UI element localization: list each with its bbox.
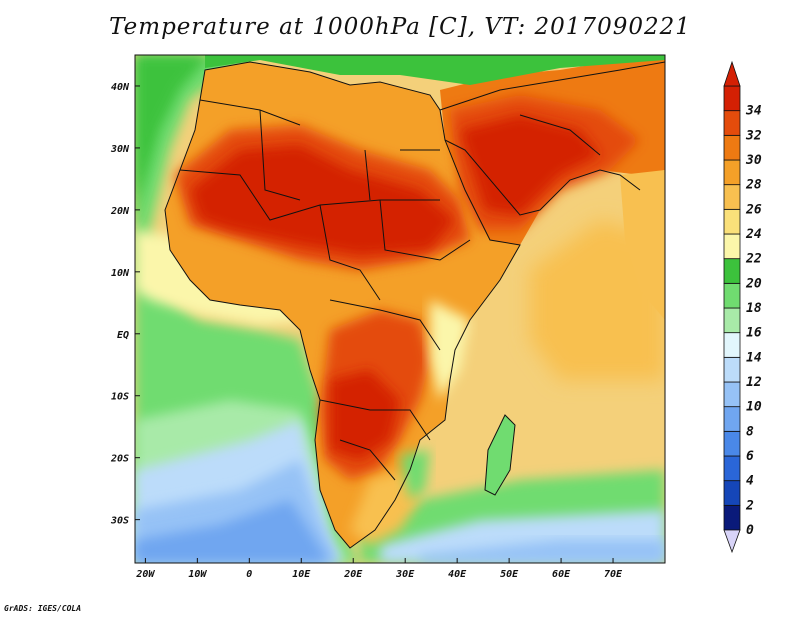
colorbar-label: 0 xyxy=(746,523,754,538)
colorbar-label: 18 xyxy=(746,301,762,316)
colorbar-swatch xyxy=(723,455,741,482)
lat-tick-label: 10N xyxy=(111,268,130,279)
colorbar-label: 30 xyxy=(745,153,762,168)
lon-tick-label: 40E xyxy=(448,569,467,580)
lon-tick-label: 10W xyxy=(188,569,207,580)
colorbar-swatch xyxy=(723,430,741,457)
colorbar-label: 26 xyxy=(745,202,762,217)
colorbar-swatch xyxy=(723,208,741,235)
temperature-field xyxy=(135,55,665,563)
colorbar-swatch xyxy=(723,110,741,136)
lon-tick-label: 60E xyxy=(552,569,571,580)
lon-tick-label: 30E xyxy=(395,569,415,580)
lon-tick-label: 20E xyxy=(343,569,363,580)
colorbar-label: 8 xyxy=(746,424,754,439)
colorbar-swatch xyxy=(723,258,741,284)
colorbar-min-arrow xyxy=(723,529,741,554)
colorbar-max-arrow xyxy=(723,60,741,87)
colorbar-label: 20 xyxy=(745,276,762,291)
lat-tick-label: 30S xyxy=(110,516,129,527)
lat-axis: 40N 30N 20N 10N EQ 10S 20S 30S xyxy=(110,82,140,527)
colorbar-label: 32 xyxy=(745,128,762,143)
colorbar-label: 12 xyxy=(746,375,762,390)
lon-tick-label: 70E xyxy=(604,569,623,580)
colorbar-label: 24 xyxy=(745,227,762,242)
colorbar-swatch xyxy=(723,504,741,531)
colorbar-swatch xyxy=(723,282,741,309)
colorbar-label: 34 xyxy=(745,104,762,119)
colorbar-swatch xyxy=(723,406,741,432)
lon-tick-label: 50E xyxy=(500,569,519,580)
colorbar-swatch xyxy=(723,307,741,334)
lon-tick-label: 20W xyxy=(135,569,155,580)
lon-axis: 20W 10W 0 10E 20E 30E 40E 50E 60E 70E xyxy=(135,558,623,580)
credit-text: GrADS: IGES/COLA xyxy=(4,604,82,613)
chart-title: Temperature at 1000hPa [C], VT: 20170902… xyxy=(109,14,691,40)
colorbar-swatch xyxy=(723,184,741,210)
colorbar-swatch xyxy=(723,356,741,383)
plot-frame xyxy=(134,54,666,564)
lat-tick-label: 10S xyxy=(111,392,129,403)
lat-tick-label: 40N xyxy=(111,82,130,93)
colorbar-label: 14 xyxy=(746,350,762,365)
colorbar-label: 22 xyxy=(745,252,762,267)
colorbar-swatch xyxy=(723,159,741,186)
colorbar-label: 6 xyxy=(746,449,754,464)
colorbar-swatch xyxy=(723,85,741,112)
lon-tick-label: 10E xyxy=(292,569,311,580)
colorbar-swatch xyxy=(723,480,741,506)
colorbar-label: 10 xyxy=(746,400,762,415)
coastlines xyxy=(164,61,665,549)
colorbar-swatch xyxy=(723,134,741,161)
colorbar-swatch xyxy=(723,332,741,358)
lat-tick-label: EQ xyxy=(117,330,129,341)
colorbar-swatch xyxy=(723,233,741,260)
lat-tick-label: 30N xyxy=(110,144,130,155)
lat-tick-label: 20S xyxy=(110,454,129,465)
lat-tick-label: 20N xyxy=(110,206,130,217)
colorbar-label: 4 xyxy=(746,474,754,489)
colorbar-label: 2 xyxy=(745,498,754,513)
lon-tick-label: 0 xyxy=(246,569,252,580)
colorbar-swatch xyxy=(723,381,741,408)
colorbar-label: 28 xyxy=(745,178,762,193)
colorbar-label: 16 xyxy=(746,326,762,341)
